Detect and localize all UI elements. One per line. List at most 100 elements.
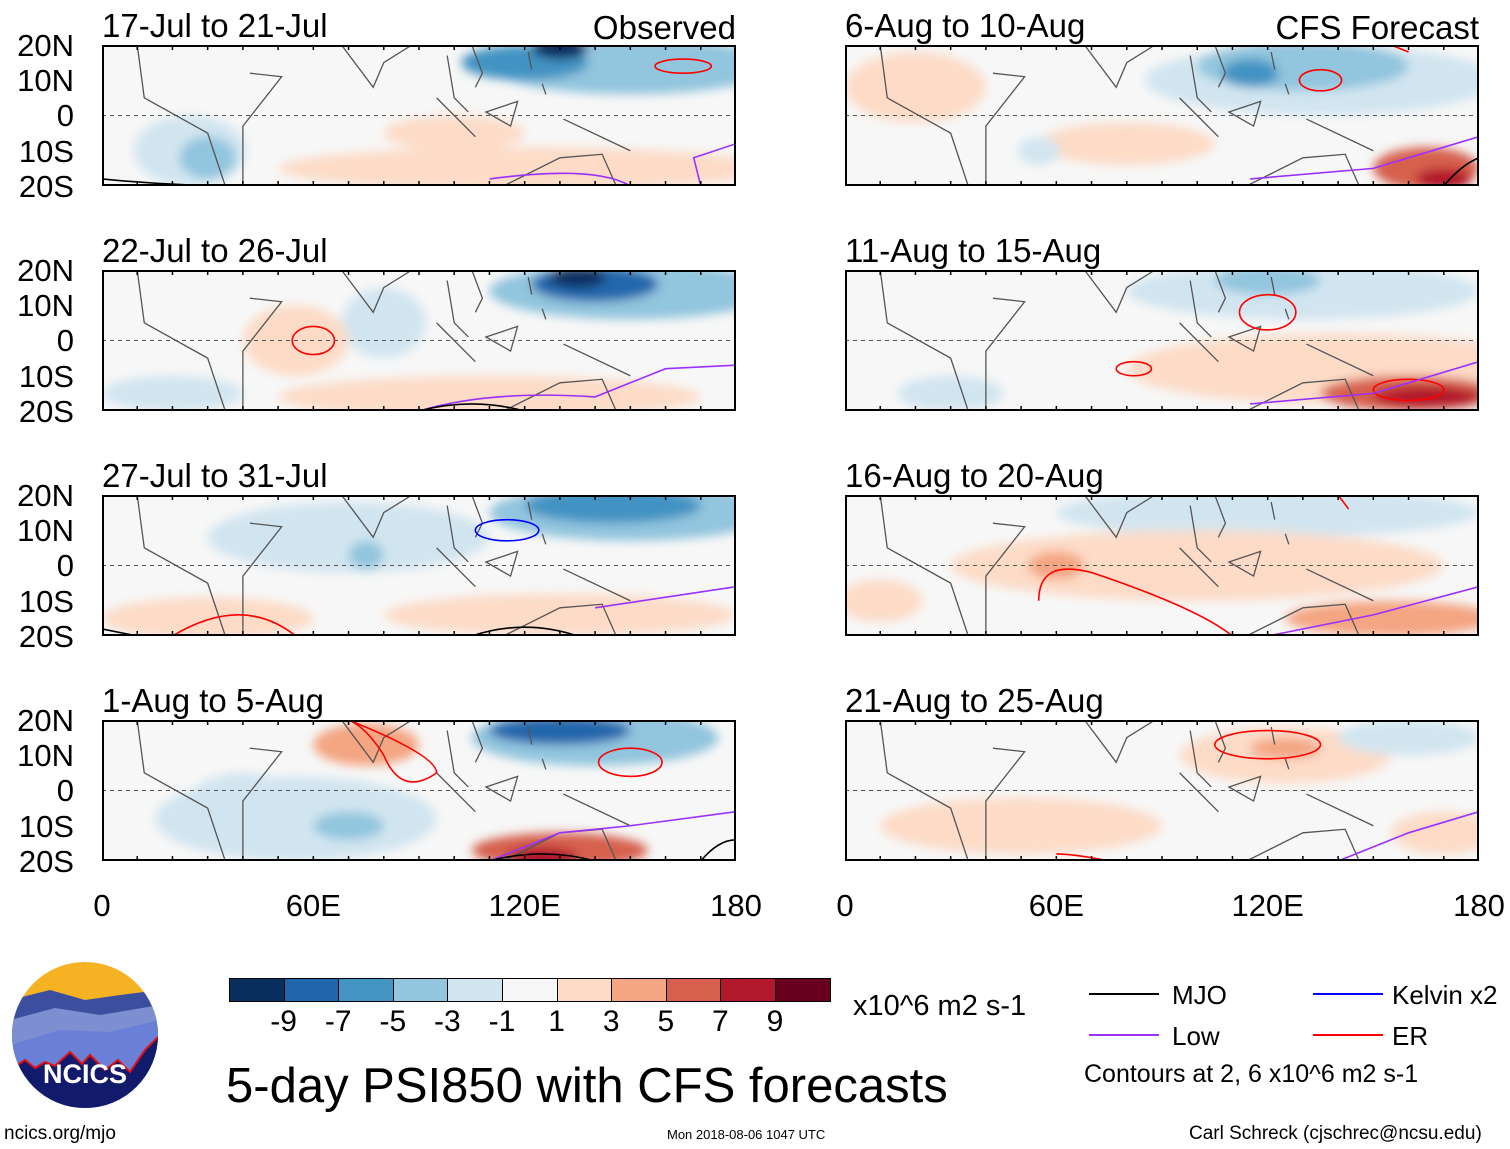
y-tick-label: 20N [17, 253, 74, 288]
wave-contour [1337, 810, 1479, 861]
x-tick-label: 180 [710, 888, 762, 923]
wave-contour [692, 142, 736, 186]
psi850-map-panel [845, 495, 1479, 636]
wave-contour [594, 585, 736, 609]
panel-title: 22-Jul to 26-Jul [102, 232, 328, 269]
y-tick-label: 10N [17, 63, 74, 99]
colorbar-swatch [775, 979, 830, 1001]
y-tick-label: 0 [56, 548, 74, 584]
panel-title: 1-Aug to 5-Aug [102, 682, 324, 719]
x-tick-label: 0 [836, 888, 854, 923]
colorbar-tick-label: -7 [324, 1005, 352, 1038]
anomaly-shading [102, 375, 243, 411]
anomaly-shading [845, 579, 923, 622]
colorbar-tick-label: 3 [602, 1005, 620, 1038]
wave-contour [1249, 135, 1479, 180]
y-tick-label: 20N [17, 703, 74, 738]
psi850-map-panel [102, 720, 736, 861]
x-tick-label: 60E [1028, 888, 1084, 923]
anomaly-shading [1373, 386, 1479, 408]
anomaly-shading [341, 287, 427, 359]
y-tick-label: 20S [18, 843, 74, 879]
anomaly-shading [383, 115, 525, 151]
y-tick-label: 0 [56, 98, 74, 134]
wave-contour [654, 58, 713, 74]
colorbar-swatch [666, 979, 722, 1001]
wave-contour [1037, 568, 1233, 636]
psi850-map-panel [102, 270, 736, 411]
y-tick-label: 20N [17, 478, 74, 513]
y-tick-label: 20S [18, 618, 74, 654]
anomaly-shading [1415, 168, 1472, 186]
wave-contour [418, 403, 525, 411]
y-tick-label: 10N [17, 513, 74, 549]
colorbar-tick-label: 1 [548, 1005, 565, 1038]
anomaly-shading [531, 45, 589, 60]
psi850-map-panel [845, 45, 1479, 186]
anomaly-shading [207, 502, 490, 573]
colorbar-swatch [612, 979, 667, 1001]
anomaly-shading [1126, 270, 1479, 320]
logo-text: NCICS [43, 1059, 127, 1089]
wave-contour [597, 747, 663, 778]
contour-note: Contours at 2, 6 x10^6 m2 s-1 [1084, 1060, 1419, 1088]
colorbar-tick-label: 7 [712, 1005, 729, 1038]
y-tick-label: 10S [18, 358, 74, 394]
ncics-logo: NCICS [12, 962, 158, 1108]
anomaly-shading [1390, 811, 1479, 854]
legend-label-er: ER [1392, 1021, 1429, 1051]
wave-contour [1238, 293, 1297, 331]
wave-contour [1267, 585, 1479, 636]
wave-contour [1337, 495, 1350, 510]
anomaly-shading [1285, 600, 1479, 636]
psi850-map-panel [102, 45, 736, 186]
anomaly-shading [313, 723, 419, 766]
footer-author: Carl Schreck (cjschrec@ncsu.edu) [1189, 1123, 1482, 1144]
panel-title: 21-Aug to 25-Aug [845, 682, 1104, 719]
x-tick-label: 0 [93, 888, 111, 923]
wave-contour [1249, 360, 1479, 405]
anomaly-shading [1214, 270, 1321, 295]
wave-contour [489, 172, 631, 186]
legend-label-mjo: MJO [1172, 980, 1227, 1010]
wave-contour [172, 614, 297, 636]
colorbar-swatch [284, 979, 340, 1001]
anomaly-shading [1221, 59, 1279, 88]
colorbar-tick-label: -5 [379, 1005, 407, 1038]
y-tick-label: 0 [56, 323, 74, 359]
wave-contour [474, 518, 540, 542]
anomaly-shading [348, 540, 384, 570]
y-tick-label: 20S [18, 168, 74, 204]
colorbar-units: x10^6 m2 s-1 [853, 990, 1027, 1022]
anomaly-shading [179, 136, 236, 179]
colorbar-swatch [721, 979, 776, 1001]
wave-contour [1443, 157, 1479, 186]
x-tick-label: 60E [285, 888, 341, 923]
x-tick-label: 120E [1231, 888, 1304, 923]
anomaly-shading [278, 375, 701, 411]
anomaly-shading [524, 495, 701, 524]
wave-contour [1298, 68, 1343, 92]
colorbar-swatch [557, 979, 613, 1001]
anomaly-shading [845, 52, 986, 123]
panel-title: 6-Aug to 10-Aug [845, 7, 1086, 44]
footer-url[interactable]: ncics.org/mjo [4, 1123, 116, 1144]
colorbar-swatch [448, 979, 503, 1001]
wave-contour [291, 325, 336, 356]
colorbar-swatch [393, 979, 449, 1001]
figure-title: 5-day PSI850 with CFS forecasts [226, 1059, 948, 1113]
wave-contour [489, 853, 596, 861]
anomaly-shading [383, 593, 736, 636]
colorbar-tick-label: -1 [488, 1005, 516, 1038]
colorbar-swatch [339, 979, 394, 1001]
anomaly-shading [102, 597, 314, 636]
anomaly-shading [1338, 720, 1479, 756]
panel-title: 16-Aug to 20-Aug [845, 457, 1104, 494]
anomaly-shading [1250, 737, 1321, 759]
wave-contour [1115, 360, 1153, 377]
panel-label: Observed [592, 9, 736, 46]
colorbar [229, 978, 831, 1002]
anomaly-shading [1038, 122, 1215, 165]
psi850-map-panel [845, 270, 1479, 411]
